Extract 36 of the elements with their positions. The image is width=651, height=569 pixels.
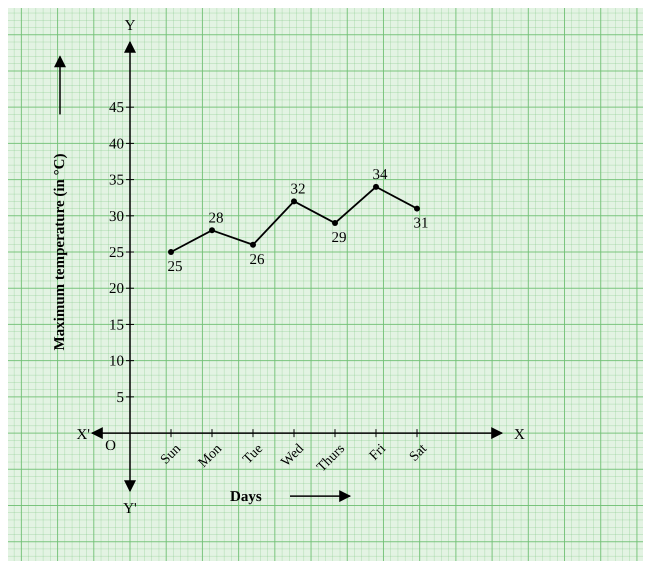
point bbox=[209, 227, 215, 234]
x-axis-title: Days bbox=[230, 489, 262, 506]
x-tick-label: Sun bbox=[158, 442, 184, 468]
text: Y bbox=[124, 18, 136, 34]
text: X' bbox=[76, 427, 90, 444]
point bbox=[291, 198, 297, 204]
data-label: 34 bbox=[372, 166, 388, 183]
y-axis-title: Maximum temperature (in °C) bbox=[52, 154, 68, 350]
y-tick-label: 20 bbox=[109, 281, 124, 298]
y-tick-label: 15 bbox=[109, 317, 124, 334]
point bbox=[332, 220, 338, 226]
data-label: 32 bbox=[290, 181, 306, 198]
x-tick-label: Tue bbox=[240, 442, 266, 468]
text: O bbox=[105, 438, 116, 454]
point bbox=[250, 242, 256, 248]
y-tick-label: 5 bbox=[116, 390, 124, 406]
y-tick-label: 10 bbox=[109, 354, 124, 370]
data-label: 29 bbox=[332, 230, 346, 246]
data-label: 25 bbox=[168, 259, 182, 276]
data-label: 28 bbox=[208, 210, 224, 226]
point bbox=[373, 184, 379, 190]
point bbox=[414, 206, 420, 212]
x-tick-label: Sat bbox=[406, 441, 430, 465]
text: X bbox=[514, 427, 525, 444]
data-label: 31 bbox=[414, 216, 428, 232]
x-tick-label: Fri bbox=[366, 441, 390, 464]
y-tick-label: 35 bbox=[109, 172, 124, 189]
point bbox=[168, 249, 174, 256]
y-tick-label: 25 bbox=[109, 245, 124, 262]
y-tick-label: 40 bbox=[109, 136, 124, 152]
text: Y' bbox=[123, 501, 138, 517]
x-tick-label: Mon bbox=[196, 442, 226, 471]
y-tick-label: 30 bbox=[109, 208, 124, 225]
data-label: 26 bbox=[250, 252, 265, 268]
x-tick-label: Wed bbox=[278, 442, 308, 470]
y-tick-label: 45 bbox=[109, 100, 124, 116]
